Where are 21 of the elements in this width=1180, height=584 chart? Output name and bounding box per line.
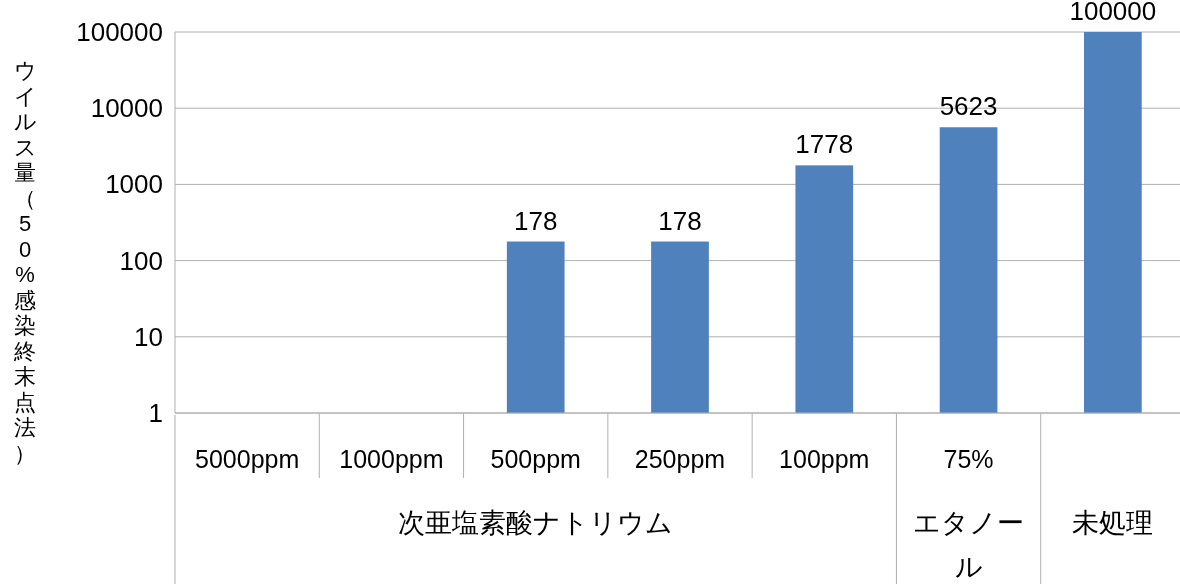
y-tick-label: 1000 — [105, 169, 163, 200]
y-tick-label: 1 — [148, 398, 163, 428]
x-tick-label: 1000ppm — [339, 445, 444, 473]
x-tick-label: 5000ppm — [195, 445, 300, 473]
text: 次亜塩素酸ナトリウム — [398, 508, 674, 538]
y-tick-label: 100000 — [76, 17, 163, 47]
text: 未処理 — [1072, 508, 1154, 538]
data-label: 178 — [658, 205, 702, 236]
x-tick-label: 75% — [943, 445, 994, 473]
y-tick-label: 100 — [119, 245, 163, 276]
x-tick-label: 500ppm — [490, 445, 581, 473]
data-label: 1778 — [795, 129, 854, 160]
y-tick-label: 10 — [134, 321, 163, 352]
x-tick-label: 100ppm — [779, 445, 870, 473]
data-label: 100000 — [1069, 0, 1157, 26]
data-label: 5623 — [939, 91, 998, 122]
text: ウイルス量（50%感染終末点法） — [13, 58, 37, 466]
data-label: 178 — [514, 205, 558, 236]
x-tick-label: 250ppm — [634, 445, 726, 473]
text: エタノール — [913, 508, 1025, 582]
y-tick-label: 10000 — [90, 93, 163, 124]
